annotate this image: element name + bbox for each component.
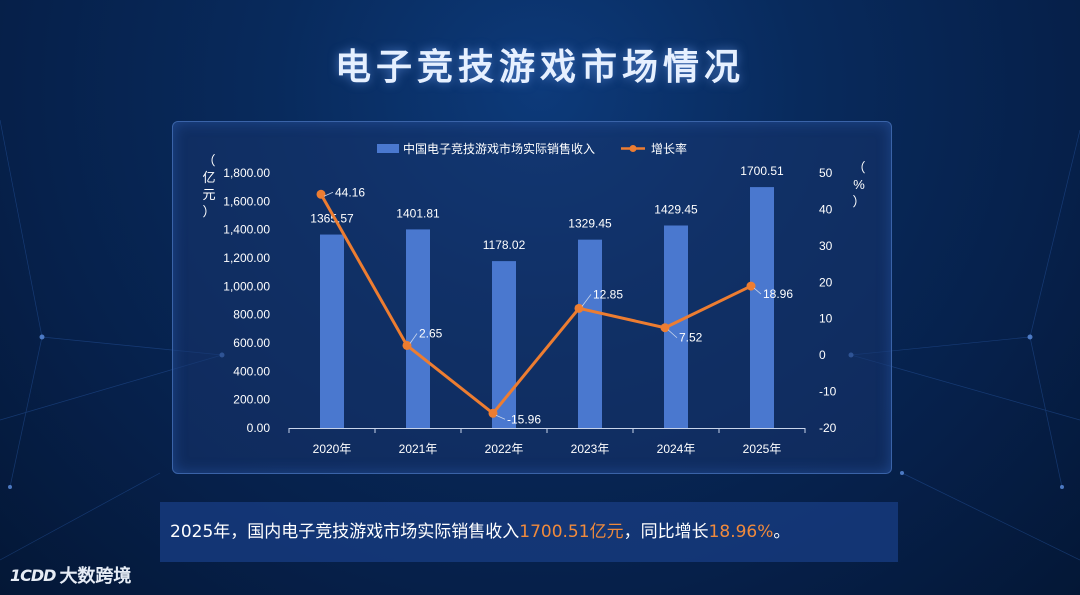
legend-line-label: 增长率	[651, 141, 687, 156]
bar	[750, 187, 774, 428]
bar-data-label: 1700.51	[740, 164, 784, 178]
line-label-leader	[323, 191, 334, 197]
y-left-tick-label: 0.00	[247, 421, 271, 435]
legend-bar-label: 中国电子竞技游戏市场实际销售收入	[403, 141, 595, 156]
summary-revenue: 1700.51亿元	[519, 522, 624, 542]
line-data-label: -15.96	[507, 412, 541, 426]
bar-data-label: 1329.45	[568, 217, 612, 231]
line-data-label: 44.16	[335, 185, 365, 199]
y-right-tick-label: -10	[819, 385, 837, 399]
logo-text: 大数跨境	[59, 566, 132, 587]
y-left-axis-title: （	[202, 153, 215, 168]
line-data-label: 12.85	[593, 287, 623, 301]
line-point	[746, 281, 756, 291]
line-point	[660, 323, 670, 333]
y-right-tick-label: 50	[819, 166, 833, 180]
line-label-leader	[409, 333, 418, 344]
summary-suffix: 。	[773, 522, 791, 542]
summary-text: 2025年，国内电子竞技游戏市场实际销售收入1700.51亿元，同比增长18.9…	[160, 502, 898, 562]
legend-bar-swatch	[377, 144, 399, 153]
line-data-label: 7.52	[679, 331, 703, 345]
x-tick-label: 2021年	[399, 442, 438, 456]
x-tick-label: 2025年	[743, 442, 782, 456]
y-left-axis-title: 元	[202, 187, 215, 202]
bar-data-label: 1365.57	[310, 212, 354, 226]
line-point	[402, 340, 412, 350]
line-data-label: 2.65	[419, 326, 443, 340]
y-right-tick-label: 10	[819, 312, 833, 326]
y-right-axis-title: ）	[852, 194, 865, 209]
bar	[320, 234, 344, 428]
y-left-tick-label: 1,000.00	[223, 279, 270, 293]
line-label-leader	[667, 329, 678, 339]
y-left-tick-label: 200.00	[233, 393, 270, 407]
y-right-tick-label: 30	[819, 239, 833, 253]
y-left-axis-title: 亿	[202, 170, 215, 185]
y-left-axis-title: ）	[202, 204, 215, 219]
y-left-tick-label: 800.00	[233, 308, 270, 322]
line-label-leader	[581, 294, 592, 307]
bar-data-label: 1401.81	[396, 206, 440, 220]
y-right-axis-title: %	[853, 177, 865, 192]
summary-growth: 18.96%	[708, 522, 774, 542]
y-left-tick-label: 1,800.00	[223, 166, 270, 180]
x-tick-label: 2024年	[657, 442, 696, 456]
y-right-tick-label: -20	[819, 421, 837, 435]
y-right-axis-title: （	[852, 160, 865, 175]
x-tick-label: 2023年	[571, 442, 610, 456]
x-tick-label: 2022年	[485, 442, 524, 456]
y-left-tick-label: 400.00	[233, 364, 270, 378]
y-left-tick-label: 1,200.00	[223, 251, 270, 265]
line-label-leader	[495, 414, 506, 420]
summary-middle: ，同比增长	[623, 522, 709, 542]
y-right-tick-label: 0	[819, 348, 826, 362]
bar-data-label: 1178.02	[483, 238, 526, 252]
bar-data-label: 1429.45	[654, 202, 698, 216]
y-left-tick-label: 600.00	[233, 336, 270, 350]
line-data-label: 18.96	[763, 287, 793, 301]
line-point	[316, 189, 326, 199]
x-tick-label: 2020年	[313, 442, 352, 456]
y-left-tick-label: 1,400.00	[223, 223, 270, 237]
y-right-tick-label: 40	[819, 202, 833, 216]
legend-line-marker	[629, 145, 637, 152]
logo-icon: 1CDD	[10, 565, 56, 585]
brand-logo: 1CDD 大数跨境	[10, 562, 131, 588]
line-label-leader	[753, 287, 762, 295]
summary-prefix: 2025年，国内电子竞技游戏市场实际销售收入	[170, 522, 520, 542]
growth-line	[319, 193, 752, 415]
y-left-tick-label: 1,600.00	[223, 194, 270, 208]
bar	[492, 261, 516, 428]
bar	[406, 229, 430, 428]
y-right-tick-label: 20	[819, 275, 833, 289]
chart-panel: 中国电子竞技游戏市场实际销售收入 增长率 0.00 200.00 400.00 600.0…	[172, 121, 892, 474]
line-point	[488, 408, 498, 418]
page-title: 电子竞技游戏市场情况	[334, 47, 745, 88]
line-point	[574, 303, 584, 313]
bar	[578, 239, 602, 428]
chart: 中国电子竞技游戏市场实际销售收入 增长率 0.00 200.00 400.00 600.0…	[202, 141, 865, 456]
